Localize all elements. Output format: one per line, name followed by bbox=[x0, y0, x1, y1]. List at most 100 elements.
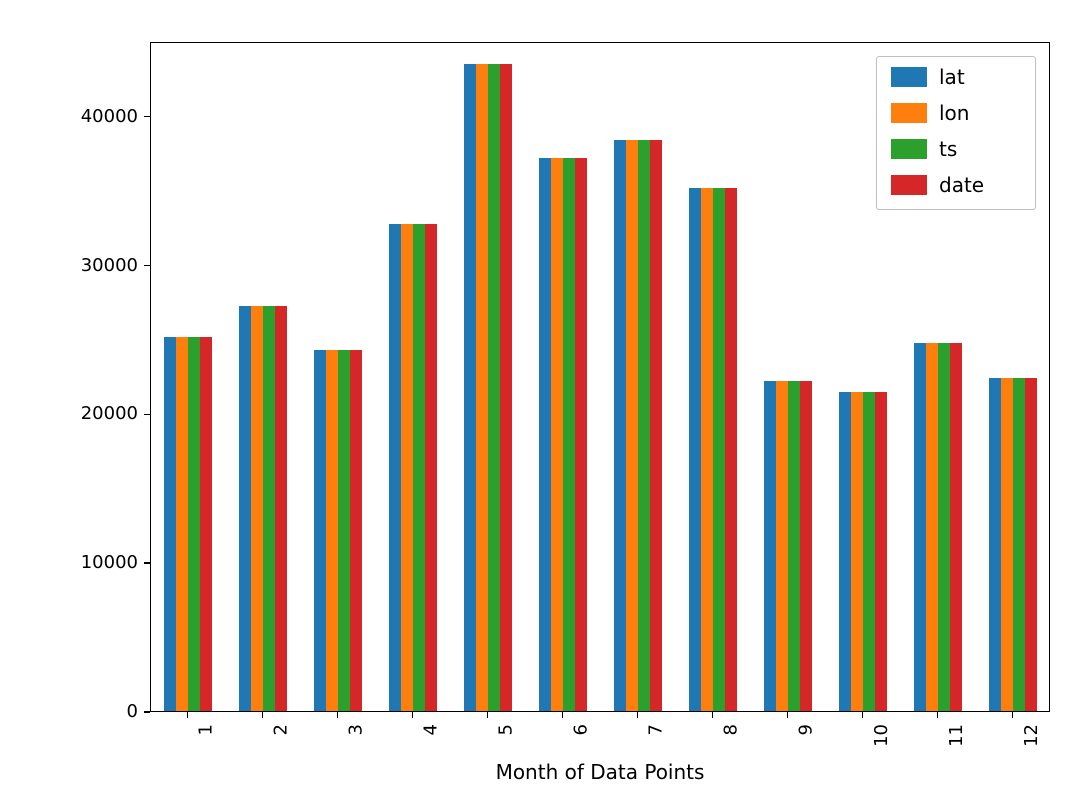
y-tick bbox=[144, 414, 150, 415]
bar-ts bbox=[1013, 378, 1025, 712]
legend-label: date bbox=[939, 173, 984, 197]
bar-lat bbox=[839, 392, 851, 712]
bar-ts bbox=[563, 158, 575, 712]
x-tick bbox=[937, 712, 938, 718]
bar-lat bbox=[389, 224, 401, 712]
x-tick-label: 7 bbox=[646, 724, 667, 735]
bar-date bbox=[1025, 378, 1037, 712]
x-tick-label: 3 bbox=[346, 724, 367, 735]
x-axis-label: Month of Data Points bbox=[150, 760, 1050, 784]
bar-lon bbox=[326, 350, 338, 712]
x-tick-label: 6 bbox=[571, 724, 592, 735]
bar-date bbox=[800, 381, 812, 712]
bar-lat bbox=[464, 64, 476, 712]
x-tick-label: 10 bbox=[871, 724, 892, 747]
chart-stage: 010000200003000040000123456789101112Mont… bbox=[0, 0, 1092, 812]
legend-swatch bbox=[891, 175, 927, 195]
bar-lat bbox=[314, 350, 326, 712]
bar-lon bbox=[1001, 378, 1013, 712]
bar-ts bbox=[938, 343, 950, 712]
bar-date bbox=[575, 158, 587, 712]
x-tick bbox=[487, 712, 488, 718]
legend-swatch bbox=[891, 139, 927, 159]
bar-lat bbox=[539, 158, 551, 712]
bar-ts bbox=[863, 392, 875, 712]
bar-ts bbox=[788, 381, 800, 712]
y-tick bbox=[144, 265, 150, 266]
x-tick-label: 11 bbox=[946, 724, 967, 747]
x-tick bbox=[337, 712, 338, 718]
spine-bottom bbox=[150, 711, 1050, 712]
bar-lon bbox=[551, 158, 563, 712]
x-tick-label: 4 bbox=[421, 724, 442, 735]
x-tick-label: 5 bbox=[496, 724, 517, 735]
bar-lon bbox=[851, 392, 863, 712]
spine-right bbox=[1049, 42, 1050, 712]
legend-entry: lat bbox=[891, 67, 965, 87]
legend-entry: date bbox=[891, 175, 984, 195]
bar-ts bbox=[713, 188, 725, 712]
bar-ts bbox=[638, 140, 650, 712]
legend-label: ts bbox=[939, 137, 957, 161]
bar-date bbox=[650, 140, 662, 712]
bar-lon bbox=[476, 64, 488, 712]
x-tick bbox=[787, 712, 788, 718]
bar-lat bbox=[164, 337, 176, 712]
bar-date bbox=[275, 306, 287, 712]
x-tick bbox=[562, 712, 563, 718]
x-tick-label: 12 bbox=[1021, 724, 1042, 747]
y-tick-label: 10000 bbox=[81, 552, 138, 573]
y-tick-label: 30000 bbox=[81, 255, 138, 276]
bar-ts bbox=[263, 306, 275, 712]
x-tick bbox=[412, 712, 413, 718]
bar-lon bbox=[626, 140, 638, 712]
legend-entry: ts bbox=[891, 139, 957, 159]
x-tick bbox=[187, 712, 188, 718]
legend-swatch bbox=[891, 67, 927, 87]
bar-lat bbox=[614, 140, 626, 712]
x-tick-label: 9 bbox=[796, 724, 817, 735]
bar-lat bbox=[914, 343, 926, 712]
x-tick bbox=[862, 712, 863, 718]
y-tick-label: 20000 bbox=[81, 403, 138, 424]
spine-left bbox=[150, 42, 151, 712]
x-tick bbox=[637, 712, 638, 718]
bar-date bbox=[350, 350, 362, 712]
bar-lon bbox=[251, 306, 263, 712]
bar-lat bbox=[689, 188, 701, 712]
bar-date bbox=[950, 343, 962, 712]
bar-lon bbox=[776, 381, 788, 712]
bar-lat bbox=[989, 378, 1001, 712]
bar-ts bbox=[413, 224, 425, 712]
x-tick bbox=[712, 712, 713, 718]
y-tick-label: 0 bbox=[127, 701, 138, 722]
legend-swatch bbox=[891, 103, 927, 123]
bar-date bbox=[500, 64, 512, 712]
y-tick-label: 40000 bbox=[81, 106, 138, 127]
y-tick bbox=[144, 116, 150, 117]
x-tick-label: 2 bbox=[271, 724, 292, 735]
legend-label: lon bbox=[939, 101, 969, 125]
y-tick bbox=[144, 562, 150, 563]
bar-date bbox=[875, 392, 887, 712]
x-tick-label: 8 bbox=[721, 724, 742, 735]
bar-lon bbox=[926, 343, 938, 712]
bar-ts bbox=[488, 64, 500, 712]
bar-date bbox=[725, 188, 737, 712]
bar-lon bbox=[176, 337, 188, 712]
y-tick bbox=[144, 711, 150, 712]
legend-entry: lon bbox=[891, 103, 969, 123]
x-tick bbox=[262, 712, 263, 718]
x-tick bbox=[1012, 712, 1013, 718]
bar-lat bbox=[764, 381, 776, 712]
bar-lat bbox=[239, 306, 251, 712]
x-tick-label: 1 bbox=[196, 724, 217, 735]
legend-label: lat bbox=[939, 65, 965, 89]
legend: lat lon ts date bbox=[876, 56, 1036, 210]
bar-date bbox=[200, 337, 212, 712]
spine-top bbox=[150, 42, 1050, 43]
bar-ts bbox=[188, 337, 200, 712]
bar-lon bbox=[701, 188, 713, 712]
bar-ts bbox=[338, 350, 350, 712]
bar-lon bbox=[401, 224, 413, 712]
